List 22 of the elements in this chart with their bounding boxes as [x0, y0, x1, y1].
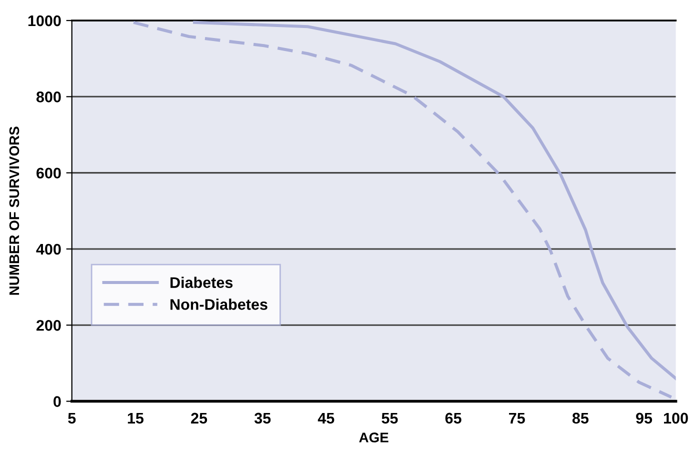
legend-label: Non-Diabetes [170, 298, 268, 310]
x-tick-label: 35 [254, 412, 271, 424]
x-tick-label: 100 [664, 412, 688, 424]
y-tick-label: 200 [36, 320, 61, 331]
y-tick-label: 400 [36, 244, 61, 255]
x-tick-label: 95 [636, 412, 652, 424]
y-tick-label: 800 [36, 92, 61, 102]
x-tick-label: 75 [509, 412, 525, 424]
x-tick-label: 45 [318, 412, 334, 424]
y-tick-label: 600 [36, 168, 61, 179]
line-series [132, 20, 673, 399]
y-tick-label: 1000 [28, 15, 61, 26]
y-tick-label: 0 [54, 396, 61, 407]
x-tick-label: 15 [128, 412, 144, 424]
x-tick-label: 85 [572, 412, 589, 424]
x-tick-label: 5 [68, 412, 76, 424]
x-tick-label: 55 [382, 412, 398, 424]
x-axis-title: AGE [359, 432, 388, 442]
x-tick-label: 65 [445, 412, 462, 424]
y-axis-title: NUMBER OF SURVIVORS [9, 126, 20, 295]
x-tick-label: 25 [191, 412, 208, 424]
legend-label: Diabetes [170, 276, 233, 288]
